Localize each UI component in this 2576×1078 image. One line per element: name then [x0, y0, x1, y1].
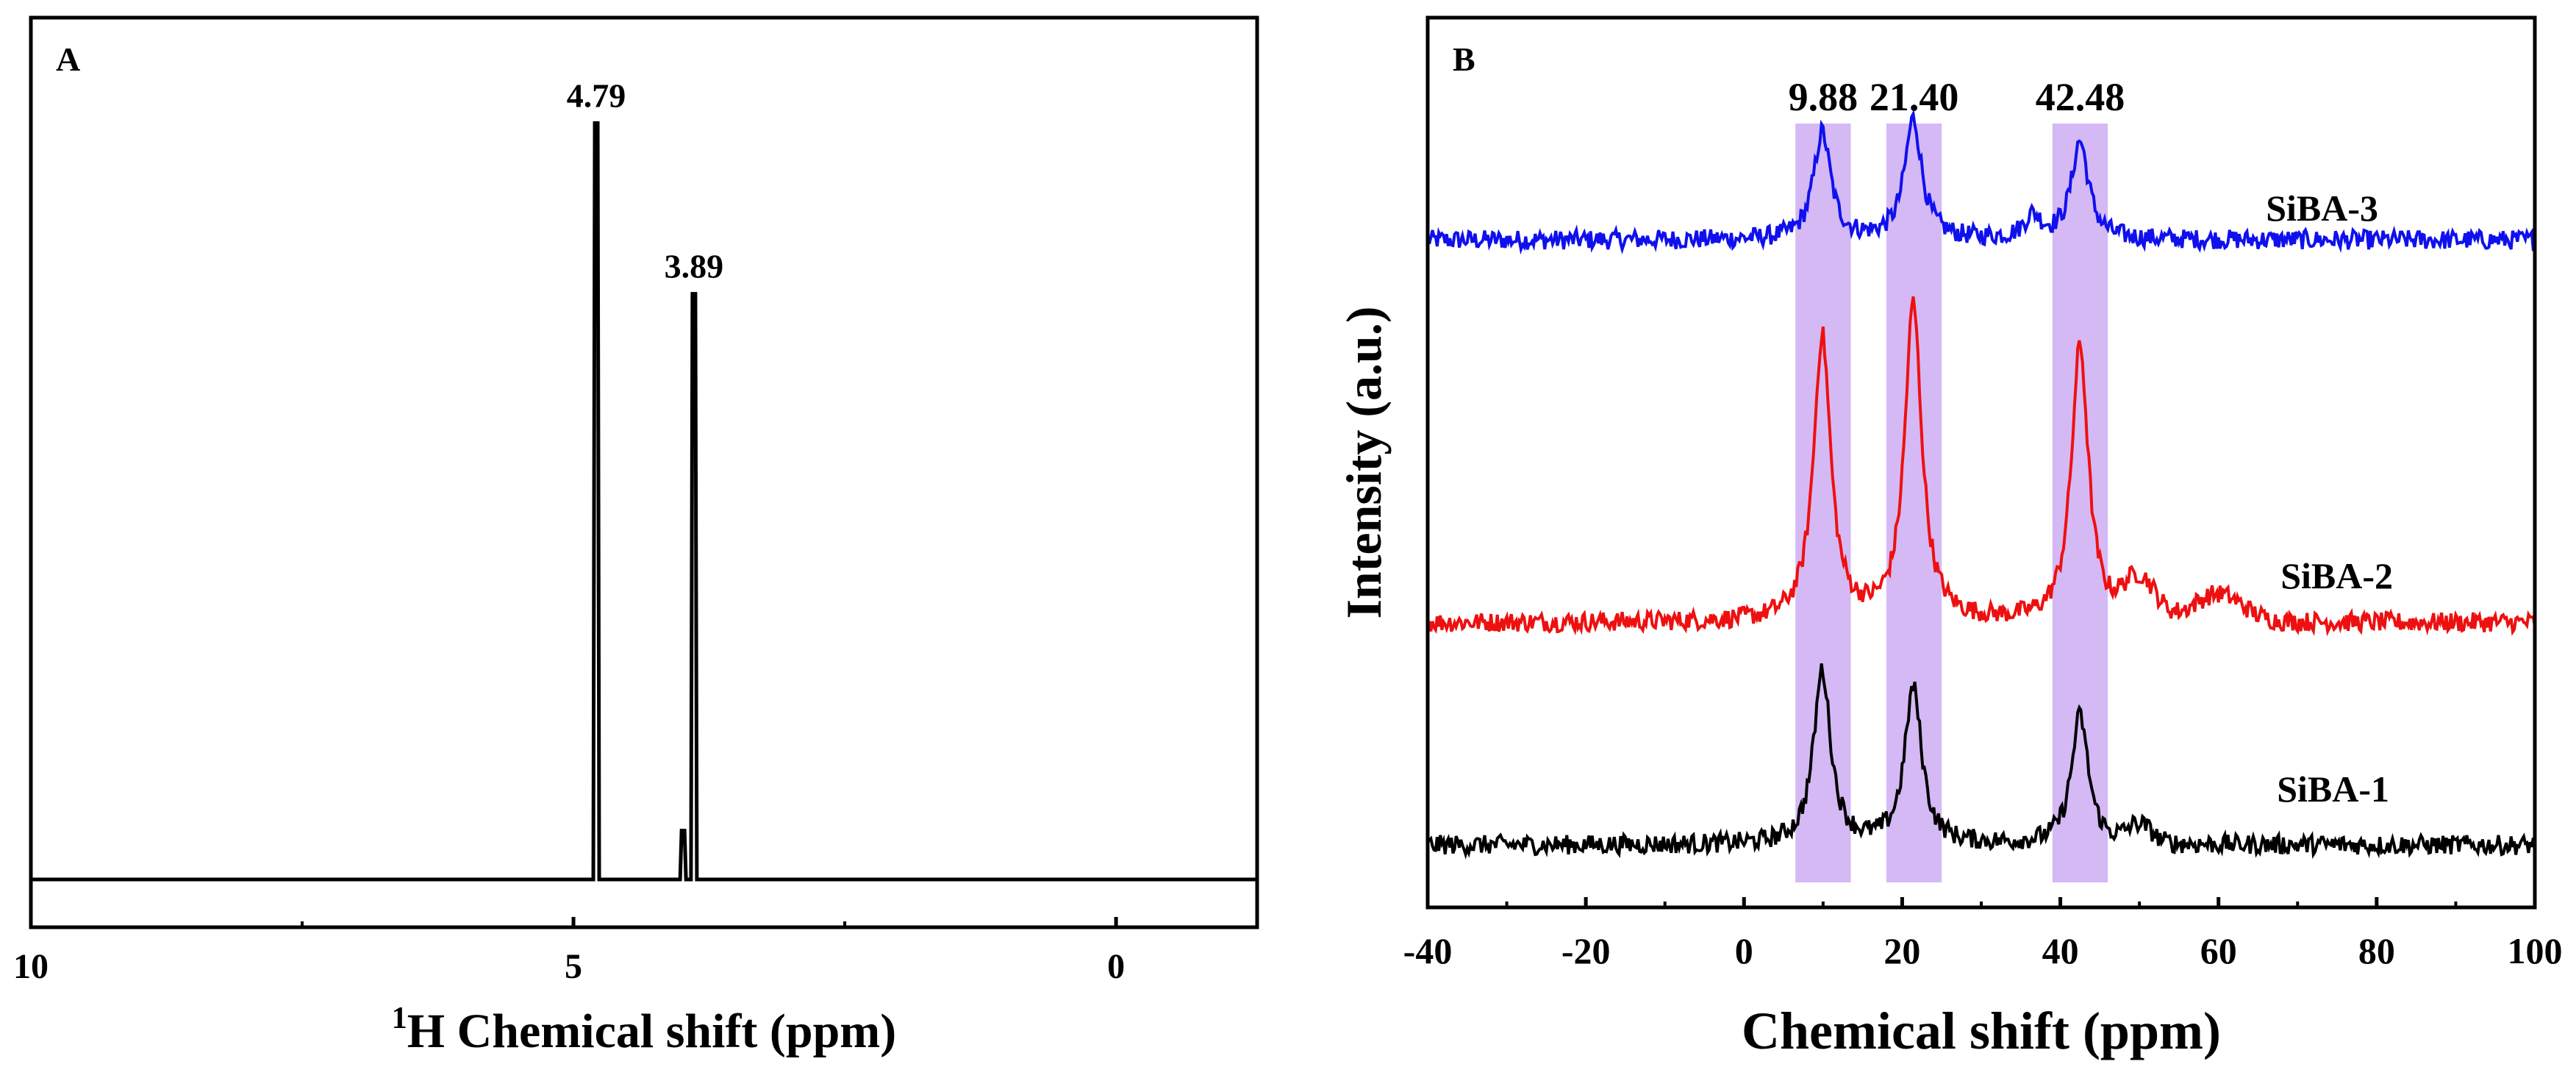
panel-b-y-axis-title: Intensity (a.u.)	[1336, 306, 1392, 618]
highlight-band	[2052, 124, 2108, 882]
highlight-band-label: 42.48	[2036, 75, 2125, 119]
panel-a-spectrum-line	[31, 121, 1257, 882]
series-label: SiBA-1	[2277, 768, 2389, 810]
panel-a-x-tick-label: 5	[565, 947, 582, 986]
series-line-siba-1	[1427, 663, 2536, 860]
series-label: SiBA-2	[2280, 555, 2393, 596]
panel-b-x-tick-label: 0	[1735, 930, 1753, 971]
panel-b-x-tick-label: 100	[2508, 930, 2563, 971]
panel-a-x-tick-label: 10	[13, 947, 49, 986]
panel-b-label: B	[1453, 40, 1475, 78]
panel-b-x-tick-label: -40	[1403, 930, 1453, 971]
panel-a-peak-label: 4.79	[567, 76, 626, 114]
panel-a-x-tick-label: 0	[1107, 947, 1125, 986]
panel-a: 4.79 3.89 A 10 5 0 1H Chemical shift (ppm)	[13, 15, 1259, 1058]
panel-a-peak-label: 3.89	[665, 248, 724, 285]
highlight-band-label: 9.88	[1789, 75, 1858, 119]
panel-b-x-tick-label: 60	[2200, 930, 2237, 971]
panel-a-label: A	[56, 40, 80, 78]
panel-a-frame	[29, 15, 1259, 929]
series-line-siba-2	[1427, 296, 2536, 637]
panel-b-x-tick-label: 20	[1883, 930, 1920, 971]
highlight-band	[1886, 124, 1942, 882]
panel-a-x-axis-sup: 1	[392, 1002, 407, 1035]
panel-b-x-tick-label: 40	[2042, 930, 2079, 971]
panel-b-x-tick-label: -20	[1561, 930, 1611, 971]
highlight-band	[1795, 124, 1851, 882]
panel-b-x-tick-label: 80	[2358, 930, 2395, 971]
panel-a-x-axis-text: H Chemical shift (ppm)	[407, 1004, 896, 1058]
series-line-siba-3	[1426, 109, 2536, 255]
series-label: SiBA-3	[2266, 188, 2378, 229]
panel-a-x-axis-title: 1H Chemical shift (ppm)	[392, 1002, 896, 1058]
panel-b-x-axis-title: Chemical shift (ppm)	[1742, 1002, 2221, 1060]
